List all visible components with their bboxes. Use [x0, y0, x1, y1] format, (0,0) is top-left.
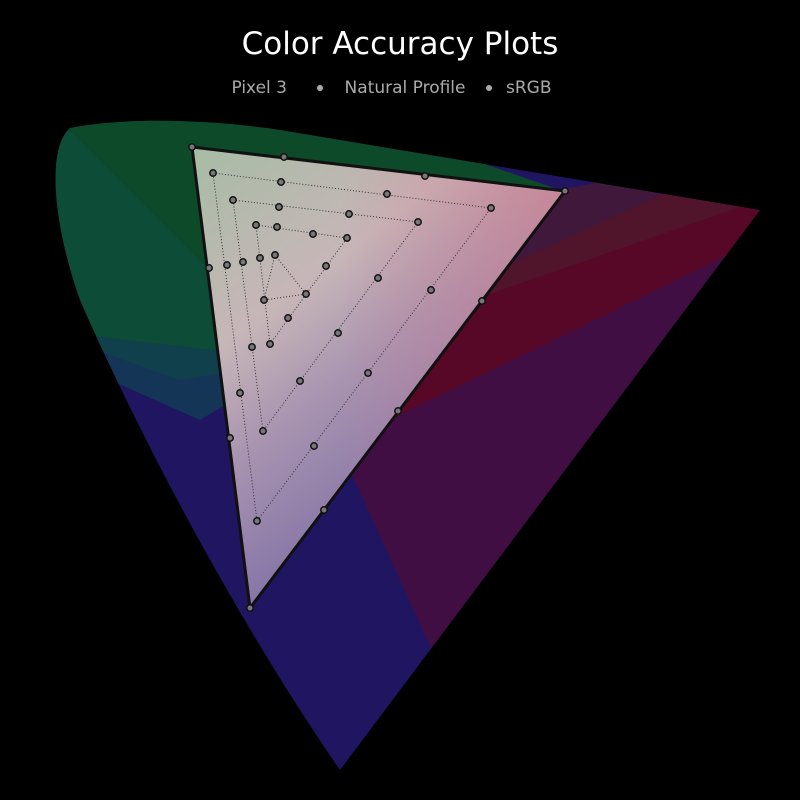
measurement-point — [248, 343, 256, 351]
measurement-point — [322, 262, 330, 270]
measurement-point — [561, 187, 569, 195]
separator — [317, 85, 323, 91]
measurement-point — [188, 143, 196, 151]
subtitle-device: Pixel 3 — [231, 78, 287, 98]
measurement-point — [223, 261, 231, 269]
measurement-points — [188, 143, 569, 612]
measurement-point — [209, 169, 217, 177]
title: Color Accuracy Plots — [242, 26, 559, 62]
measurement-point — [478, 297, 486, 305]
measurement-point — [252, 221, 260, 229]
measurement-point — [205, 264, 213, 272]
measurement-point — [280, 153, 288, 161]
srgb-outline — [190, 145, 568, 612]
measurement-point — [364, 369, 372, 377]
measurement-point — [383, 190, 391, 198]
separator — [486, 85, 492, 91]
measurement-point — [345, 210, 353, 218]
measurement-point — [256, 254, 264, 262]
measurement-point — [427, 286, 435, 294]
measurement-point — [309, 230, 317, 238]
measurement-point — [236, 389, 244, 397]
subtitle-profile: Natural Profile — [345, 78, 466, 98]
measurement-point — [275, 203, 283, 211]
measurement-point — [394, 407, 402, 415]
measurement-point — [414, 218, 422, 226]
measurement-point — [343, 234, 351, 242]
measurement-point — [271, 251, 279, 259]
saturation-rings — [212, 172, 492, 523]
measurement-point — [302, 290, 310, 298]
measurement-point — [334, 329, 342, 337]
measurement-point — [421, 172, 429, 180]
measurement-point — [266, 340, 274, 348]
measurement-point — [284, 314, 292, 322]
measurement-point — [374, 274, 382, 282]
measurement-point — [239, 258, 247, 266]
srgb-tint — [192, 147, 565, 608]
measurement-point — [229, 196, 237, 204]
measurement-point — [310, 442, 318, 450]
measurement-point — [320, 506, 328, 514]
subtitle-gamut: sRGB — [506, 78, 552, 98]
measurement-point — [487, 204, 495, 212]
measurement-point — [226, 434, 234, 442]
measurement-point — [296, 377, 304, 385]
measurement-point — [277, 178, 285, 186]
measurement-point — [260, 296, 268, 304]
measurement-point — [246, 604, 254, 612]
measurement-point — [273, 223, 281, 231]
measurement-point — [259, 427, 267, 435]
measurement-point — [253, 517, 261, 525]
